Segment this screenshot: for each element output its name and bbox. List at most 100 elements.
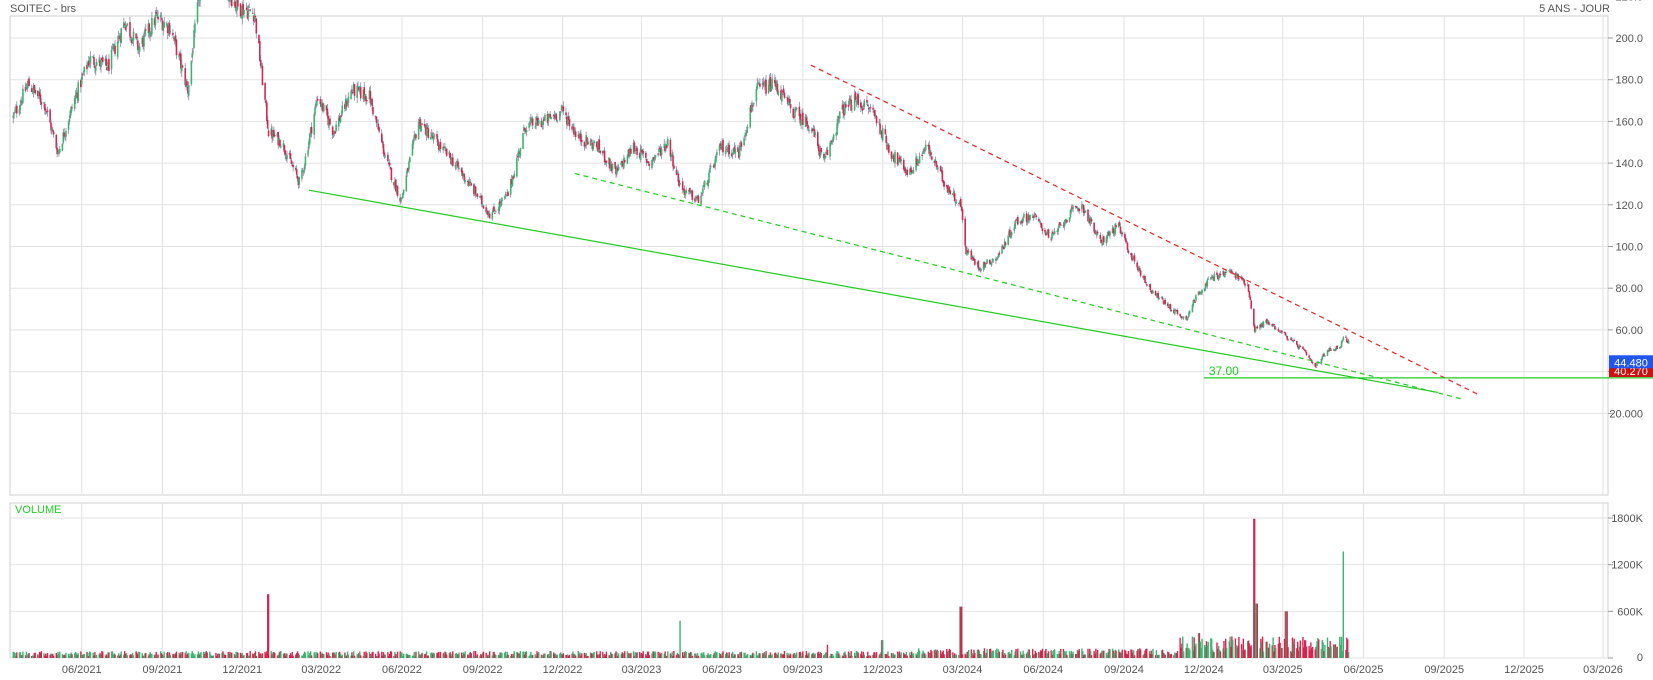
volume-bar xyxy=(1224,650,1226,658)
volume-bar xyxy=(737,653,739,658)
candle-body xyxy=(714,159,716,167)
candle-body xyxy=(1320,358,1323,364)
candle xyxy=(266,100,268,125)
candle-body xyxy=(71,107,73,109)
candle-body xyxy=(358,87,360,91)
candle-body xyxy=(550,117,552,119)
candle-body xyxy=(1283,331,1286,334)
volume-bar xyxy=(173,654,175,658)
volume-bar xyxy=(105,654,107,658)
volume-bar xyxy=(524,654,526,658)
volume-bar xyxy=(848,653,851,658)
candle-body xyxy=(638,153,641,158)
volume-bar xyxy=(217,653,220,658)
candle xyxy=(903,165,906,173)
candle xyxy=(1071,204,1074,212)
volume-bar xyxy=(1272,637,1274,658)
candle xyxy=(904,166,907,177)
candle-body xyxy=(374,116,377,118)
candle-body xyxy=(568,119,571,127)
volume-bar xyxy=(863,654,865,658)
volume-bar xyxy=(77,653,79,658)
candle-body xyxy=(80,76,83,85)
candle-body xyxy=(738,151,740,158)
candle xyxy=(947,184,950,195)
candle-body xyxy=(315,103,317,106)
candle xyxy=(648,161,651,171)
candle-body xyxy=(417,122,420,140)
candle xyxy=(87,56,90,68)
volume-bar xyxy=(531,655,534,658)
volume-bar xyxy=(181,653,183,658)
candle-body xyxy=(184,68,187,86)
candle-body xyxy=(1333,349,1336,351)
volume-bar xyxy=(1293,638,1295,658)
candle-body xyxy=(1200,291,1202,294)
volume-bar xyxy=(701,652,703,658)
candle-body xyxy=(1281,330,1283,333)
candle xyxy=(690,190,693,197)
candle-body xyxy=(927,144,930,147)
volume-bar xyxy=(647,651,650,658)
candle-body xyxy=(321,102,323,107)
candle-body xyxy=(740,142,743,147)
candle xyxy=(604,159,607,165)
candle-body xyxy=(67,122,70,130)
candle xyxy=(1001,244,1003,255)
candle-body xyxy=(1271,323,1274,327)
candle-body xyxy=(971,255,974,259)
volume-bar xyxy=(1254,603,1257,658)
candle-body xyxy=(1065,219,1067,222)
candle xyxy=(1002,244,1004,249)
candle-body xyxy=(100,59,102,67)
candle-body xyxy=(866,104,869,106)
volume-bar xyxy=(922,650,924,658)
candle-body xyxy=(1160,296,1163,298)
candle-body xyxy=(679,183,681,185)
candle xyxy=(552,113,555,120)
candle-body xyxy=(958,203,960,205)
candle xyxy=(1026,219,1029,226)
candle xyxy=(1217,272,1219,280)
volume-bar xyxy=(817,651,820,658)
candle xyxy=(1333,349,1336,352)
candle xyxy=(626,154,629,164)
candle xyxy=(1219,271,1222,278)
volume-bar xyxy=(574,653,576,658)
candle-body xyxy=(546,114,549,123)
candle-body xyxy=(329,118,331,125)
volume-bar xyxy=(1284,611,1287,658)
candle-body xyxy=(842,104,845,114)
candle-body xyxy=(452,157,454,166)
volume-bar xyxy=(106,655,108,658)
candle-body xyxy=(1154,290,1157,296)
volume-bar xyxy=(1131,649,1133,658)
candle-body xyxy=(371,98,373,106)
volume-bar xyxy=(789,653,792,658)
candle xyxy=(319,96,322,108)
candle xyxy=(295,165,298,179)
candle xyxy=(1069,209,1072,219)
candle-body xyxy=(982,262,985,270)
candle-body xyxy=(792,108,795,118)
volume-bar xyxy=(1217,649,1219,658)
volume-bar xyxy=(1010,653,1012,658)
candle xyxy=(559,110,562,117)
candle xyxy=(246,5,249,20)
volume-bar xyxy=(930,649,932,658)
volume-bar xyxy=(228,653,230,658)
volume-bar xyxy=(68,655,71,658)
candle-body xyxy=(295,169,298,175)
candle-body xyxy=(634,149,637,151)
candle xyxy=(1188,310,1190,317)
volume-bar xyxy=(1311,648,1313,658)
volume-bar xyxy=(259,653,261,658)
volume-bar xyxy=(941,652,944,658)
candle xyxy=(265,98,267,107)
candle-body xyxy=(1077,208,1080,210)
candle xyxy=(985,262,988,265)
candle-body xyxy=(174,35,177,42)
candle-body xyxy=(1152,291,1154,294)
volume-bar xyxy=(1060,648,1062,658)
candle xyxy=(99,57,101,70)
